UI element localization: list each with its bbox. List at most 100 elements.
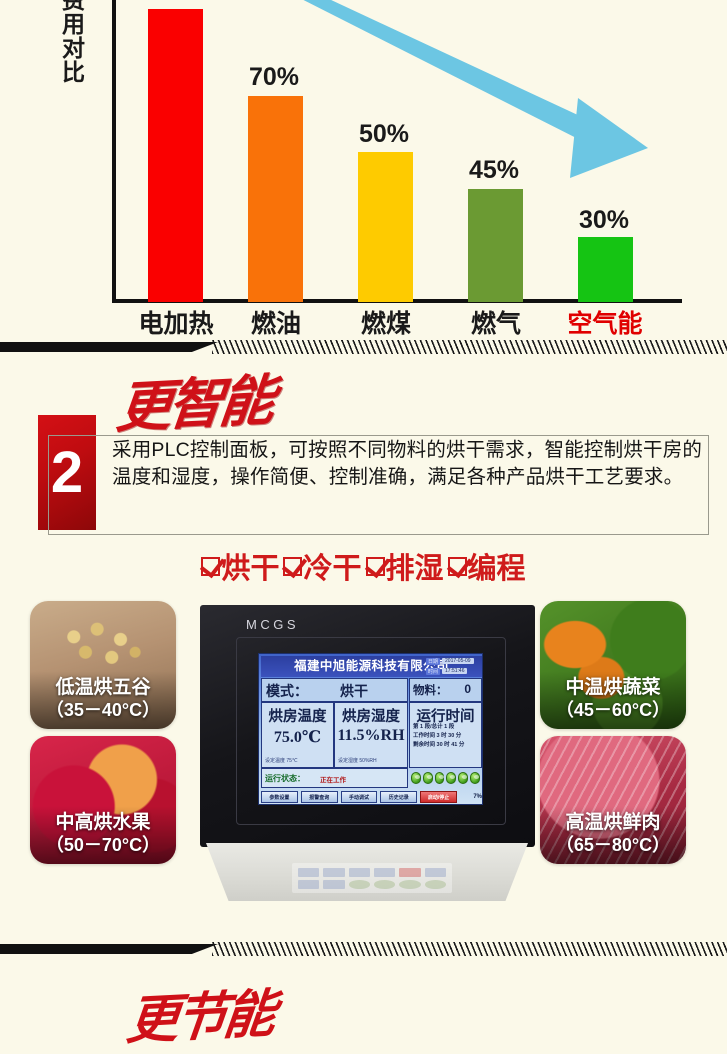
hmi-status-cell: 运行状态： 正在工作 bbox=[261, 768, 408, 788]
hmi-material-label: 物料： bbox=[413, 685, 448, 697]
feature-description-box bbox=[48, 435, 709, 535]
bar-1 bbox=[248, 96, 303, 302]
check-item-2: 排湿 bbox=[364, 545, 446, 587]
base-chip bbox=[298, 868, 320, 877]
hmi-button-row: 参数设置 报警查询 手动调试 历史记录 启动/停止 7% bbox=[261, 789, 482, 804]
hmi-date-label: 日期 bbox=[426, 657, 441, 665]
chart-category-label-4: 空气能 bbox=[567, 310, 643, 338]
bar-2 bbox=[358, 152, 413, 302]
hmi-mode-value: 烘干 bbox=[340, 683, 368, 699]
bar-value-1: 70% bbox=[248, 63, 300, 91]
chart-y-axis-line bbox=[112, 0, 116, 303]
checkbox-checked-icon bbox=[365, 556, 385, 576]
hmi-hum-setpoint: 设定湿度 50%RH bbox=[338, 758, 377, 764]
lamp-icon bbox=[411, 772, 421, 784]
base-chip bbox=[348, 868, 370, 877]
base-chip bbox=[424, 868, 446, 877]
hmi-indicator-lamps bbox=[409, 768, 482, 788]
bar-3 bbox=[468, 189, 523, 302]
device-brand-label: MCGS bbox=[246, 617, 299, 632]
card-shade bbox=[540, 671, 686, 729]
bar-value-3: 45% bbox=[468, 156, 520, 184]
lamp-icon bbox=[458, 772, 469, 784]
base-chip-round bbox=[348, 880, 370, 889]
chart-category-label-1: 燃油 bbox=[250, 310, 301, 338]
card-caption-vegetable: 中温烘蔬菜 （45－60°C） bbox=[540, 673, 686, 729]
check-item-3: 编程 bbox=[446, 545, 528, 587]
card-range-vegetable: （45－60°C） bbox=[555, 700, 671, 720]
hmi-button-settings[interactable]: 参数设置 bbox=[261, 790, 298, 803]
hmi-button-manual[interactable]: 手动调试 bbox=[340, 790, 378, 803]
check-item-1: 冷干 bbox=[281, 545, 363, 587]
chart-category-label-3: 燃气 bbox=[470, 310, 521, 338]
lamp-icon bbox=[470, 772, 480, 784]
hmi-button-start-stop[interactable]: 启动/停止 bbox=[420, 790, 457, 803]
base-reflection-row-2 bbox=[298, 880, 446, 889]
hmi-date-value: 2017-05-09 bbox=[442, 658, 474, 664]
divider-hatch bbox=[212, 942, 727, 956]
card-caption-fruit: 中高烘水果 （50－70°C） bbox=[30, 808, 176, 864]
card-title-vegetable: 中温烘蔬菜 bbox=[565, 677, 661, 698]
hmi-screen[interactable]: 福建中旭能源科技有限公司 日期 2017-05-09 时间 17:51:46 模式：… bbox=[258, 653, 483, 805]
base-chip-red bbox=[399, 868, 421, 877]
check-item-0: 烘干 bbox=[199, 545, 281, 587]
device-inner-frame bbox=[236, 637, 506, 825]
hmi-temp-value: 75.0℃ bbox=[273, 729, 322, 746]
bar-value-4: 30% bbox=[578, 206, 630, 234]
card-title-grain: 低温烘五谷 bbox=[55, 677, 151, 698]
feature-number-badge: 2 bbox=[38, 415, 96, 530]
hmi-humidity-cell: 烘房湿度 11.5%RH 设定湿度 50%RH bbox=[334, 702, 408, 768]
hmi-status-label: 运行状态： bbox=[265, 774, 305, 783]
product-card-grain: 低温烘五谷 （35－40°C） bbox=[30, 601, 176, 729]
divider-black-bar bbox=[0, 342, 218, 352]
hmi-runtime-lines: 第 1 段/总计 1 段 工作时间 3 时 30 分 剩余时间 30 时 41 … bbox=[413, 723, 481, 750]
checkbox-checked-icon bbox=[283, 556, 303, 576]
lamp-icon bbox=[422, 772, 433, 784]
check-label-2: 排湿 bbox=[385, 553, 444, 585]
check-label-0: 烘干 bbox=[221, 553, 280, 585]
hmi-progress-percent: 7% bbox=[473, 793, 482, 800]
hmi-status-value: 正在工作 bbox=[320, 777, 346, 784]
base-chip bbox=[373, 868, 396, 877]
hmi-hum-value: 11.5%RH bbox=[337, 727, 405, 744]
base-reflection-row-1 bbox=[298, 868, 446, 877]
hmi-material-value: 0 bbox=[464, 682, 471, 696]
product-panel-block: 低温烘五谷 （35－40°C） 中高烘水果 （50－70°C） 中温烘蔬菜 （4… bbox=[0, 595, 727, 915]
divider-black-bar bbox=[0, 944, 218, 954]
chart-bars: 100% 70% 50% 45% 30% bbox=[0, 0, 727, 302]
base-chip bbox=[298, 880, 320, 889]
card-caption-meat: 高温烘鲜肉 （65－80°C） bbox=[540, 808, 686, 864]
card-title-fruit: 中高烘水果 bbox=[55, 812, 151, 833]
hmi-material-cell: 物料： 0 bbox=[409, 678, 482, 702]
chart-y-axis-label: 费用对比 bbox=[62, 0, 85, 86]
chart-category-label-2: 燃煤 bbox=[360, 310, 411, 338]
base-chip bbox=[323, 868, 345, 877]
lamp-icon bbox=[434, 772, 445, 784]
cost-comparison-chart: 费用对比 100% 70% 50% 45% 30% 电加热 燃油 燃煤 燃气 空… bbox=[0, 0, 727, 340]
divider-hatch bbox=[212, 340, 727, 354]
card-caption-grain: 低温烘五谷 （35－40°C） bbox=[30, 673, 176, 729]
hmi-mode-cell: 模式： 烘干 bbox=[261, 678, 408, 702]
base-chip-round bbox=[399, 880, 421, 889]
hmi-time-header: 运行时间 bbox=[416, 709, 475, 725]
card-title-meat: 高温烘鲜肉 bbox=[565, 812, 661, 833]
card-shade bbox=[540, 806, 686, 864]
hmi-button-alarm[interactable]: 报警查询 bbox=[300, 790, 338, 803]
chart-category-label-0: 电加热 bbox=[138, 310, 214, 338]
hmi-runtime-segment: 第 1 段/总计 1 段 bbox=[413, 724, 455, 730]
card-range-fruit: （50－70°C） bbox=[45, 835, 161, 855]
feature-check-list: 烘干 冷干 排湿 编程 bbox=[0, 547, 727, 585]
hmi-datetime: 日期 2017-05-09 时间 17:51:46 bbox=[426, 656, 480, 677]
hmi-time-value: 17:51:46 bbox=[442, 668, 468, 674]
hmi-hum-header: 烘房湿度 bbox=[342, 709, 400, 725]
section-divider-top bbox=[0, 336, 727, 358]
hmi-button-history[interactable]: 历史记录 bbox=[380, 790, 418, 803]
hmi-runtime-cell: 运行时间 第 1 段/总计 1 段 工作时间 3 时 30 分 剩余时间 30 … bbox=[409, 702, 482, 768]
bar-value-2: 50% bbox=[358, 120, 410, 148]
hmi-time-label: 时间 bbox=[426, 667, 441, 675]
base-chip bbox=[323, 880, 345, 889]
product-card-vegetable: 中温烘蔬菜 （45－60°C） bbox=[540, 601, 686, 729]
base-chip-round bbox=[373, 880, 396, 889]
feature-block: 2 更智能 采用PLC控制面板，可按照不同物料的烘干需求，智能控制烘干房的温度和… bbox=[0, 355, 727, 595]
device-base-reflection bbox=[206, 843, 528, 901]
